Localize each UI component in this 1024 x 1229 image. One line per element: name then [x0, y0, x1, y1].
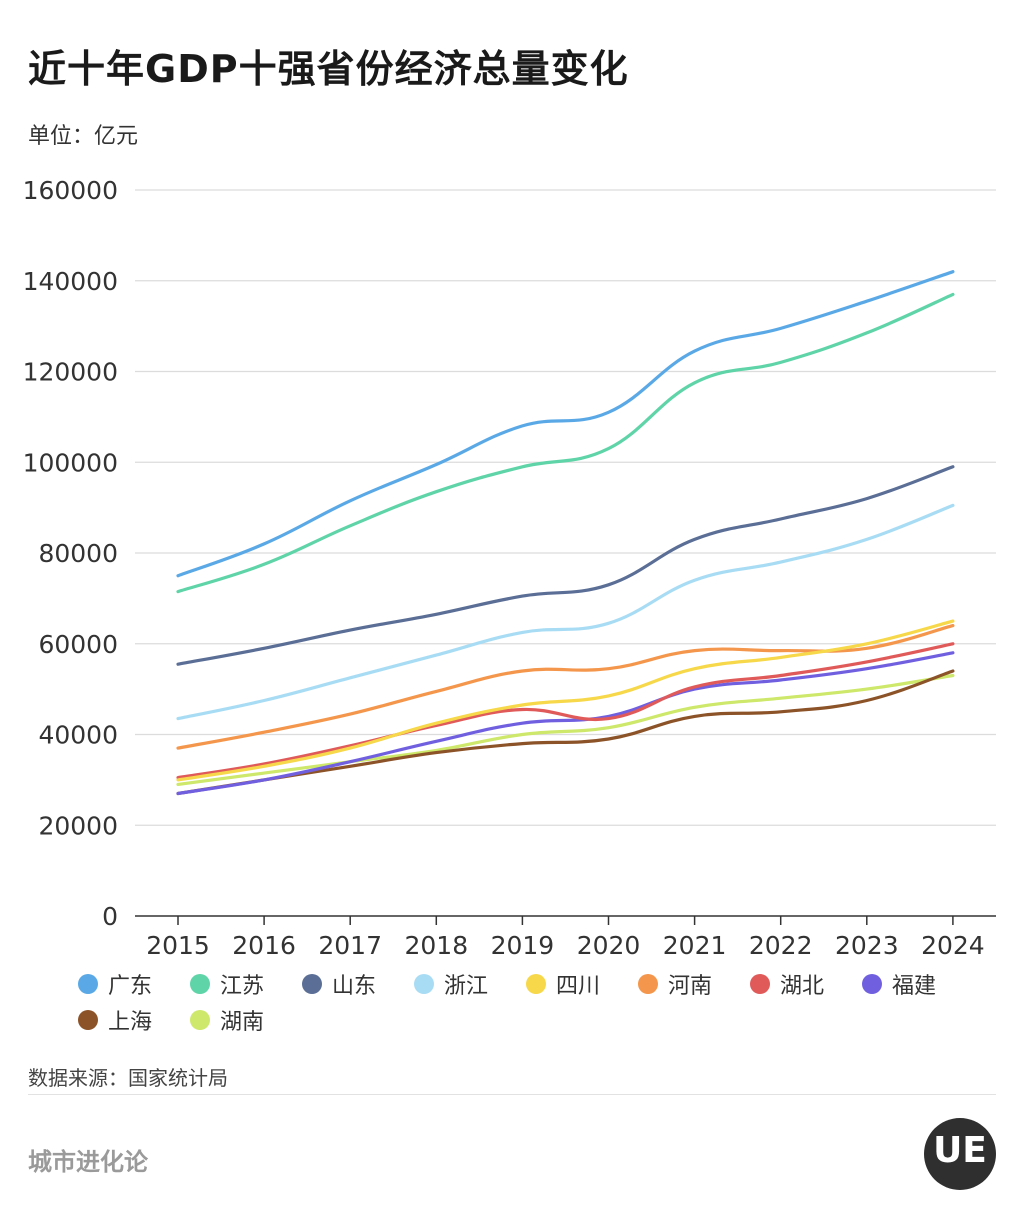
- legend-item: 福建: [862, 970, 974, 999]
- x-tick-label: 2016: [232, 931, 296, 960]
- legend-item: 浙江: [414, 970, 526, 999]
- x-tick-label: 2018: [404, 931, 468, 960]
- legend-swatch: [638, 974, 658, 994]
- y-tick-label: 0: [102, 902, 118, 931]
- y-tick-label: 100000: [23, 448, 118, 477]
- x-tick-label: 2017: [318, 931, 382, 960]
- series-line: [176, 651, 955, 796]
- legend-item: 湖北: [750, 970, 862, 999]
- brand-logo: UE: [924, 1118, 996, 1190]
- y-tick-label: 20000: [38, 811, 118, 840]
- legend-item: 江苏: [190, 970, 302, 999]
- legend-label: 浙江: [444, 974, 489, 999]
- series-line: [176, 669, 955, 796]
- legend-label: 河南: [668, 974, 713, 999]
- legend-item: 山东: [302, 970, 414, 999]
- y-tick-label: 80000: [38, 539, 118, 568]
- legend-item: 河南: [638, 970, 750, 999]
- legend-swatch: [862, 974, 882, 994]
- legend-item: 广东: [78, 970, 190, 999]
- x-tick-label: 2021: [663, 931, 727, 960]
- legend-swatch: [190, 974, 210, 994]
- legend-label: 湖南: [220, 1010, 265, 1035]
- legend-label: 福建: [892, 974, 937, 999]
- y-tick-label: 140000: [23, 267, 118, 296]
- series-line: [176, 503, 955, 721]
- series-line: [176, 673, 955, 786]
- legend-label: 四川: [556, 974, 601, 999]
- x-tick-label: 2024: [921, 931, 985, 960]
- x-tick-label: 2020: [577, 931, 641, 960]
- series-line: [176, 642, 955, 780]
- legend-swatch: [190, 1010, 210, 1030]
- x-tick-label: 2022: [749, 931, 813, 960]
- footer-divider: [28, 1094, 996, 1095]
- legend-label: 山东: [332, 974, 377, 999]
- series-line: [176, 292, 955, 594]
- series-line: [176, 270, 955, 578]
- legend-item: 湖南: [190, 1006, 302, 1035]
- legend-label: 上海: [108, 1010, 153, 1035]
- data-source: 数据来源：国家统计局: [28, 1066, 228, 1090]
- legend-swatch: [526, 974, 546, 994]
- series-line: [176, 465, 955, 666]
- chart-legend: 广东 江苏 山东 浙江 四川 河南 湖北 福建上海 湖南: [78, 970, 1008, 1035]
- brand-name: 城市进化论: [28, 1148, 148, 1176]
- legend-item: 上海: [78, 1006, 190, 1035]
- y-tick-label: 40000: [38, 721, 118, 750]
- legend-swatch: [750, 974, 770, 994]
- x-tick-label: 2015: [146, 931, 210, 960]
- y-tick-label: 120000: [23, 358, 118, 387]
- legend-label: 湖北: [780, 974, 825, 999]
- unit-label: 单位：亿元: [28, 124, 139, 149]
- legend-item: 四川: [526, 970, 638, 999]
- series-line: [176, 619, 955, 782]
- y-tick-label: 60000: [38, 630, 118, 659]
- legend-swatch: [302, 974, 322, 994]
- legend-swatch: [414, 974, 434, 994]
- legend-swatch: [78, 1010, 98, 1030]
- legend-label: 广东: [108, 974, 153, 999]
- legend-label: 江苏: [220, 974, 265, 999]
- legend-swatch: [78, 974, 98, 994]
- x-tick-label: 2023: [835, 931, 899, 960]
- y-tick-label: 160000: [23, 176, 118, 205]
- x-tick-label: 2019: [491, 931, 555, 960]
- line-chart: 0 20000 40000 60000 80000 100000 120000 140000 1…: [23, 176, 996, 960]
- chart-title: 近十年GDP十强省份经济总量变化: [28, 47, 629, 91]
- brand-logo-mark: UE: [933, 1130, 987, 1171]
